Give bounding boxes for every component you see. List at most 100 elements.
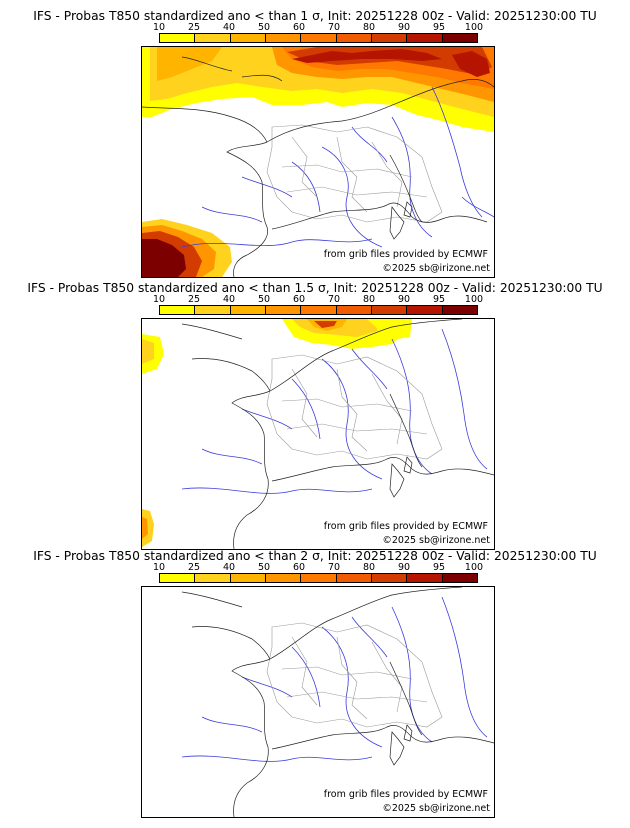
credit-copyright: ©2025 sb@irizone.net [382,803,490,814]
credit-source: from grib files provided by ECMWF [323,521,488,532]
prob-area-southwest [142,239,186,277]
probability-map: from grib files provided by ECMWF ©2025 … [141,586,495,818]
map-svg [181,587,494,817]
panel-title: IFS - Probas T850 standardized ano < tha… [33,9,597,23]
colorbar-tick: 70 [327,294,341,305]
colorbar-tick: 90 [397,562,411,573]
colorbar-tick: 95 [432,294,446,305]
colorbar-tick: 70 [327,562,341,573]
panel-1: IFS - Probas T850 standardized ano < tha… [0,8,630,284]
panel-2: IFS - Probas T850 standardized ano < tha… [0,280,630,556]
colorbar-tick: 100 [464,22,484,33]
colorbar-tick: 25 [187,562,201,573]
prob-area-north [157,47,222,81]
colorbar-tick: 60 [292,22,306,33]
panel-3: IFS - Probas T850 standardized ano < tha… [0,548,630,824]
probability-field [142,47,494,277]
colorbar-tick: 95 [432,22,446,33]
colorbar [159,33,478,43]
colorbar-segment [195,306,231,314]
colorbar-tick: 100 [464,294,484,305]
colorbar-segment [336,34,372,42]
admin-borders [266,124,443,223]
colorbar-tick: 60 [292,294,306,305]
colorbar-ticks: 10 25 40 50 60 70 80 90 95 100 [140,294,484,306]
credit-source: from grib files provided by ECMWF [323,249,488,260]
colorbar-segment [336,306,372,314]
colorbar-tick: 40 [222,22,236,33]
rivers [181,86,494,248]
colorbar-segment [442,306,477,314]
colorbar-segment [301,34,337,42]
colorbar-tick: 25 [187,22,201,33]
colorbar-tick: 10 [152,562,166,573]
colorbar-tick: 60 [292,562,306,573]
prob-area-north [292,49,442,63]
colorbar-tick: 40 [222,294,236,305]
admin-borders [266,354,443,460]
credit-copyright: ©2025 sb@irizone.net [382,263,490,274]
colorbar-segment [265,574,302,582]
colorbar-segment [371,306,408,314]
colorbar-segment [336,574,372,582]
colorbar-segment [160,574,196,582]
rivers [181,328,488,494]
colorbar-segment [160,34,196,42]
colorbar-segment [407,574,443,582]
prob-area-west [142,339,154,364]
colorbar-segment [160,306,196,314]
colorbar-tick: 90 [397,294,411,305]
colorbar-tick: 100 [464,562,484,573]
colorbar-tick: 95 [432,562,446,573]
colorbar-tick: 80 [362,294,376,305]
colorbar-segment [265,306,302,314]
colorbar-segment [407,306,443,314]
prob-area-northeast [367,319,412,339]
map-svg [142,47,494,277]
colorbar-tick: 80 [362,562,376,573]
colorbar-tick: 25 [187,294,201,305]
probability-map: from grib files provided by ECMWF ©2025 … [141,318,495,550]
colorbar-tick: 40 [222,562,236,573]
coastlines [181,319,494,549]
colorbar-tick: 50 [257,294,271,305]
prob-area-southwest [142,517,148,539]
rivers [181,596,488,762]
colorbar-tick: 10 [152,294,166,305]
credit-copyright: ©2025 sb@irizone.net [382,535,490,546]
coastlines [142,56,494,277]
colorbar-segment [265,34,302,42]
colorbar-segment [195,574,231,582]
colorbar-segment [442,34,477,42]
colorbar-segment [371,34,408,42]
colorbar-tick: 90 [397,22,411,33]
panel-title: IFS - Probas T850 standardized ano < tha… [33,549,597,563]
colorbar-segment [301,306,337,314]
colorbar-tick: 50 [257,22,271,33]
colorbar-segment [301,574,337,582]
prob-area-north [452,51,490,77]
colorbar [159,573,478,583]
coastlines [181,587,494,817]
probability-map: from grib files provided by ECMWF ©2025 … [141,46,495,278]
colorbar-segment [442,574,477,582]
colorbar-segment [230,306,266,314]
colorbar [159,305,478,315]
prob-area-north [314,321,337,328]
admin-borders [266,622,443,728]
colorbar-segment [195,34,231,42]
probability-field [142,319,412,547]
colorbar-tick: 50 [257,562,271,573]
map-svg [142,319,494,549]
colorbar-ticks: 10 25 40 50 60 70 80 90 95 100 [140,22,484,34]
colorbar-tick: 70 [327,22,341,33]
panel-title: IFS - Probas T850 standardized ano < tha… [27,281,603,295]
colorbar-tick: 80 [362,22,376,33]
colorbar-segment [230,34,266,42]
colorbar-ticks: 10 25 40 50 60 70 80 90 95 100 [140,562,484,574]
colorbar-tick: 10 [152,22,166,33]
credit-source: from grib files provided by ECMWF [323,789,488,800]
colorbar-segment [407,34,443,42]
colorbar-segment [230,574,266,582]
colorbar-segment [371,574,408,582]
